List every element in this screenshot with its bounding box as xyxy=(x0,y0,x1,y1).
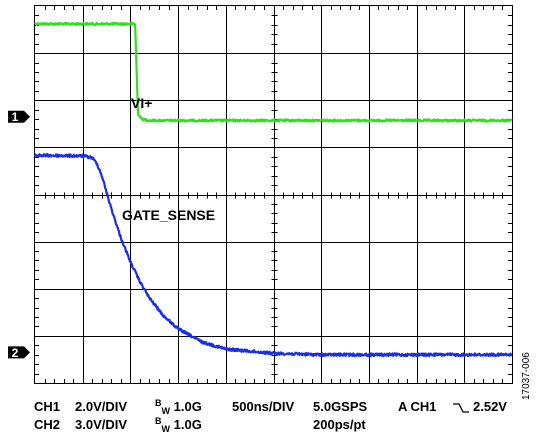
traces xyxy=(33,21,513,358)
trigger-source: A CH1 xyxy=(398,399,437,414)
trigger-level: 2.52V xyxy=(473,399,507,414)
channel-marker-1 xyxy=(8,110,30,123)
ch2-bw-b: B xyxy=(155,416,162,426)
channel-marker-label: 2 xyxy=(12,346,19,360)
ch2-bandwidth: BW 1.0G xyxy=(155,416,202,434)
ch2-bw-w: W xyxy=(161,424,171,434)
timebase: 500ns/DIV xyxy=(232,399,295,414)
trace-gate-sense xyxy=(33,153,513,358)
ch2-label: CH2 xyxy=(34,417,61,432)
channel-markers: 12 xyxy=(8,110,30,360)
ch1-bandwidth: BW 1.0G xyxy=(155,398,202,416)
sample-rate: 5.0GSPS xyxy=(313,399,368,414)
ch1-label: CH1 xyxy=(34,399,61,414)
figure-id: 17037-006 xyxy=(521,352,532,400)
plot-grid xyxy=(35,6,512,383)
ch1-bw-value: 1.0G xyxy=(173,399,202,414)
series-label-vi: VI+ xyxy=(131,95,152,111)
channel-marker-2 xyxy=(8,346,30,359)
resolution: 200ps/pt xyxy=(313,417,366,432)
ch1-bw-w: W xyxy=(161,406,171,416)
ch2-bw-value: 1.0G xyxy=(173,417,202,432)
channel-marker-label: 1 xyxy=(12,110,19,124)
ch1-bw-b: B xyxy=(155,398,162,408)
ch1-scale: 2.0V/DIV xyxy=(75,399,128,414)
plot-frame xyxy=(34,5,513,384)
falling-edge-icon xyxy=(453,403,469,413)
ch2-scale: 3.0V/DIV xyxy=(75,417,128,432)
trace-vi xyxy=(34,21,513,123)
series-label-gate-sense: GATE_SENSE xyxy=(122,207,215,223)
